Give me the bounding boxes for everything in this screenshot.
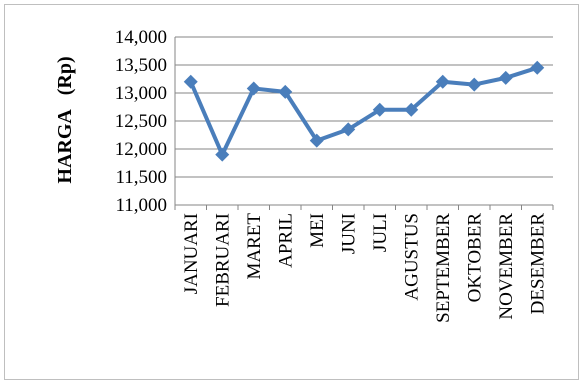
y-tick-label: 14,000 [115,27,167,48]
data-point [309,133,324,148]
data-point [435,74,450,89]
data-point [372,102,387,117]
series-layer [183,60,545,162]
data-point [183,74,198,89]
y-tick-label: 11,500 [115,167,167,188]
x-tick-label: NOVEMBER [496,213,517,320]
x-tick-label: MEI [307,213,328,248]
data-point [467,77,482,92]
data-point [404,102,419,117]
x-tick-label: DESEMBER [527,213,548,315]
data-point [341,122,356,137]
x-tick-label: OKTOBER [464,213,485,303]
data-point [215,147,230,162]
y-tick-label: 12,000 [115,139,167,160]
data-point [498,70,513,85]
x-tick-label: SEPTEMBER [433,213,454,323]
x-tick-label: JUNI [338,213,359,254]
x-tick-label: MARET [244,213,265,280]
x-tick-label: APRIL [275,213,296,268]
data-point [278,84,293,99]
x-tick-label: JULI [370,213,391,252]
y-tick-label: 13,500 [115,55,167,76]
x-tick-labels: JANUARI FEBRUARI MARET APRIL MEI JUNI JULI AGUS… [181,213,549,323]
y-tick-label: 11,000 [115,195,167,216]
x-tick-label: FEBRUARI [212,213,233,307]
y-tick-labels: 11,000 11,500 12,000 12,500 13,000 13,500 14,0… [115,27,167,216]
x-tick-label: AGUSTUS [401,213,422,301]
gridlines [174,36,554,210]
data-point [530,60,545,75]
y-tick-label: 13,000 [115,83,167,104]
series-line [188,65,538,157]
y-tick-label: 12,500 [115,111,167,132]
x-tick-label: JANUARI [181,213,202,294]
chart-frame [4,4,579,380]
data-point [246,81,261,96]
y-axis-label: HARGA (Rp) [54,56,76,183]
